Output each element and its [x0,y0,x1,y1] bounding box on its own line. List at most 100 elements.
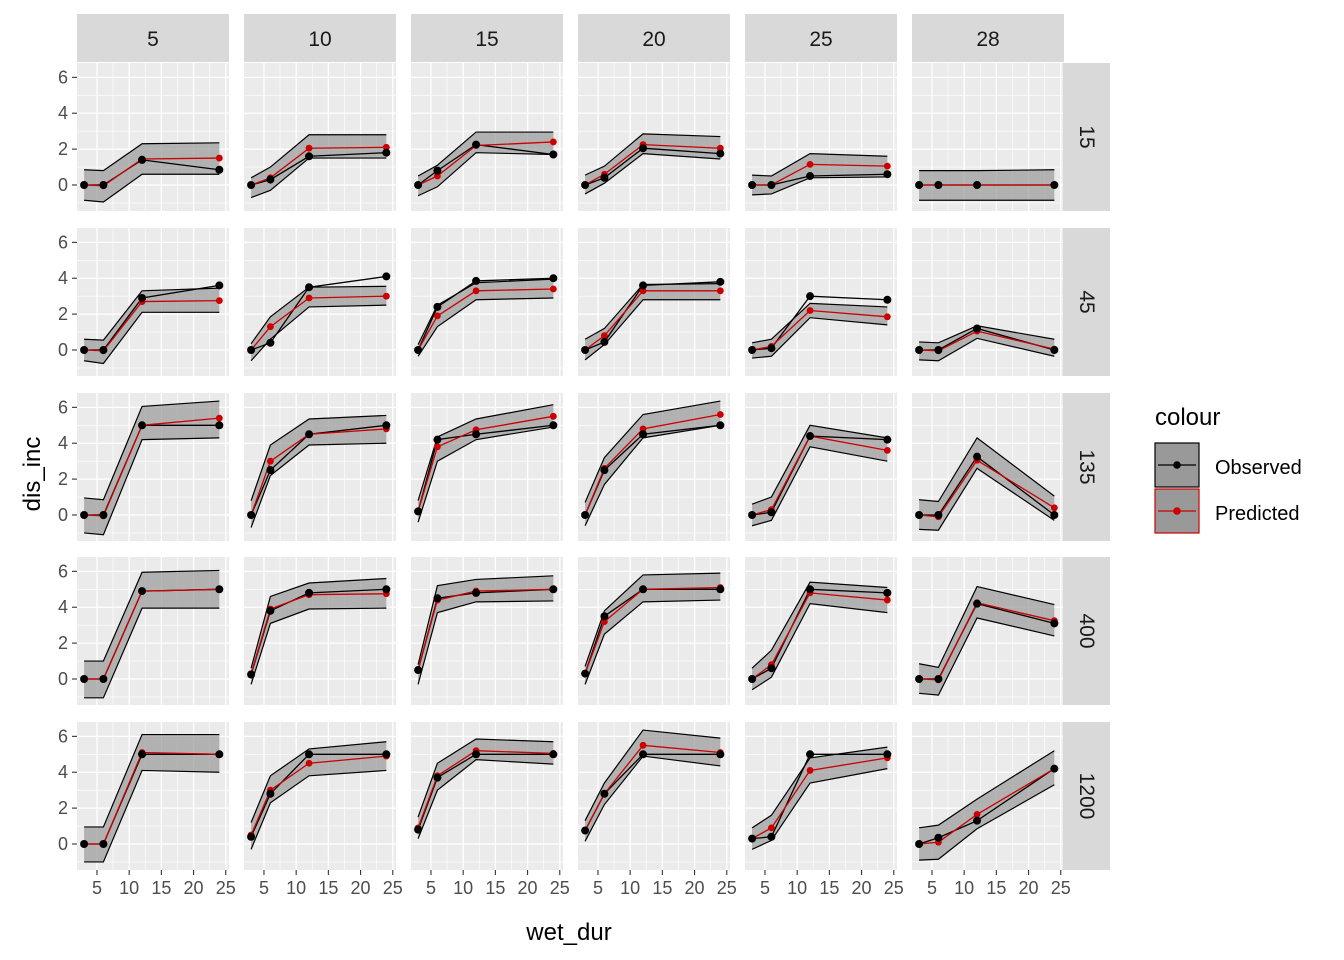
observed-point [80,510,89,519]
y-tick-label: 4 [58,597,68,617]
predicted-line [584,744,721,831]
observed-point [414,666,423,675]
band-lower-edge [584,599,721,685]
observed-point [716,149,725,158]
predicted-line [84,751,220,845]
y-tick-label: 4 [58,268,68,288]
observed-point [80,180,89,189]
observed-point [716,277,725,286]
panel-r0-c4 [745,63,897,211]
predicted-point [215,414,223,422]
y-tick-label: 2 [58,304,68,324]
observed-point [247,510,256,519]
observed-point [883,170,892,179]
x-tick-label: 25 [1051,878,1071,898]
observed-point [934,345,943,354]
observed-line [417,424,554,512]
observed-point [138,750,147,759]
band-lower-edge [751,768,888,850]
panel-r3-c5 [912,557,1064,705]
row-strip [1063,393,1110,541]
legend: colour Observed Predicted [1154,404,1302,534]
legend-title: colour [1155,404,1220,431]
observed-point [433,773,442,782]
band-upper-edge [84,569,220,662]
observed-point [549,274,558,283]
y-tick-label: 2 [58,633,68,653]
observed-line [752,753,888,840]
observed-point [767,344,776,353]
observed-point [382,421,391,430]
predicted-point [472,287,480,295]
confidence-band [418,404,554,523]
predicted-point [267,457,274,465]
y-tick-label: 2 [58,469,68,489]
panel-r2-c0 [77,393,229,541]
observed-point [600,337,609,346]
observed-point [934,510,943,519]
panel-r4-c0 [77,722,229,870]
x-tick-label: 10 [453,878,473,898]
observed-point [414,825,423,834]
observed-point [1050,180,1059,189]
band-upper-edge [250,285,387,345]
confidence-band [919,437,1055,531]
band-upper-edge [250,577,387,669]
observed-point [305,283,314,292]
observed-point [767,832,776,841]
predicted-line [751,309,888,351]
band-lower-edge [751,446,888,527]
observed-point [433,166,442,175]
predicted-line [417,141,554,186]
x-tick-label: 20 [685,878,705,898]
observed-point [247,345,256,354]
predicted-line [250,146,387,186]
x-tick-label: 5 [927,878,937,898]
observed-line [250,753,387,838]
band-lower-edge [919,467,1055,531]
col-strip [912,14,1064,62]
observed-point [915,839,924,848]
observed-point [581,345,590,354]
predicted-line [584,586,721,674]
row-strip [1063,63,1110,211]
y-tick-label: 4 [58,103,68,123]
confidence-band [418,132,554,196]
predicted-point [305,759,313,767]
panel-r0-c3 [578,63,730,211]
observed-line [417,277,554,351]
observed-point [973,324,982,333]
panel-r4-c3 [578,722,730,870]
y-tick-label: 6 [58,397,68,417]
x-tick-label: 20 [852,878,872,898]
y-axis-title: dis_inc [19,437,46,512]
predicted-point [305,144,313,152]
observed-line [752,295,888,351]
predicted-point [716,144,724,152]
observed-point [973,180,982,189]
row-strip-label: 45 [1075,290,1098,313]
predicted-point [639,741,647,749]
observed-point [934,833,943,842]
predicted-point [434,312,441,320]
predicted-line [919,459,1055,518]
axes-layer: 5 10 15 20 25 2815451354001200024602460246024… [58,14,1110,898]
observed-point [215,585,224,594]
observed-point [215,421,224,430]
panel-r3-c3 [578,557,730,705]
observed-point [138,155,147,164]
predicted-point [883,447,891,454]
observed-point [99,839,108,848]
predicted-line [84,300,220,352]
band-lower-edge [417,600,554,685]
observed-point [716,421,725,430]
observed-point [748,510,757,519]
confidence-band [919,586,1055,696]
observed-point [1050,619,1059,628]
band-lower-edge [84,311,220,365]
band-lower-edge [417,297,554,357]
band-lower-edge [417,152,554,197]
panel-r4-c4 [745,722,897,870]
observed-point [215,165,224,174]
